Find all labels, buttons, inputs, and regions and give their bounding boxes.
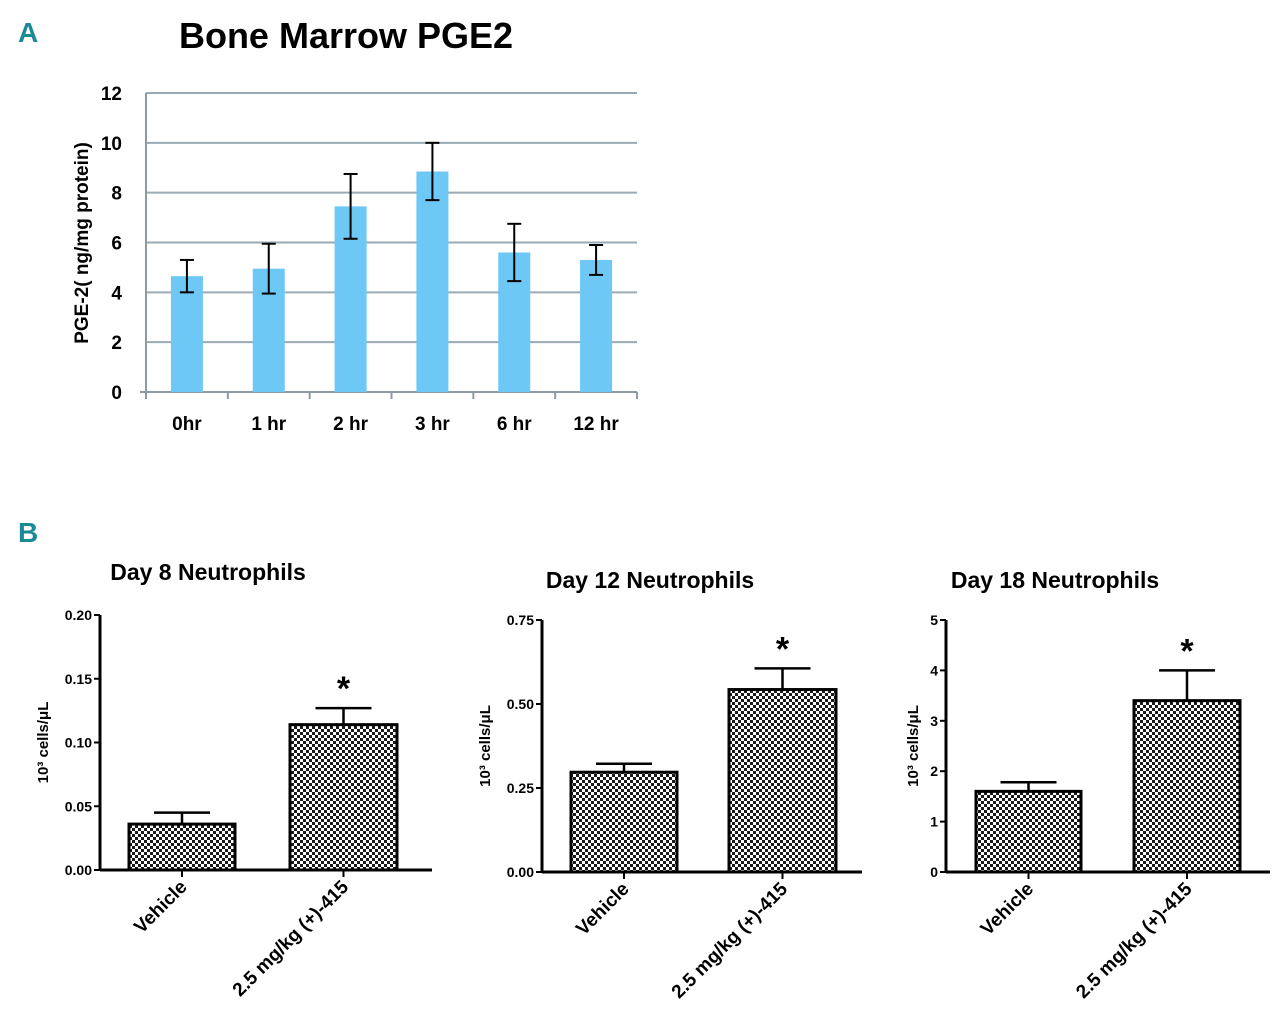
chart-b2: Day 12 Neutrophils 10³ cells/μL 0.00 0.25 0.… <box>477 567 862 1003</box>
x-tick-label: 2.5 mg/kg (+)-415 <box>229 876 354 1001</box>
significance-star: * <box>776 630 790 668</box>
y-tick-label: 3 <box>930 713 938 729</box>
bar <box>288 723 399 872</box>
y-axis-label: 10³ cells/μL <box>35 702 52 784</box>
chart-a: 0 2 4 6 8 10 12 0hr 1 hr 2 hr 3 hr 6 hr 12 hr Bone Ma… <box>72 15 638 435</box>
y-axis-label: PGE-2( ng/mg protein) <box>72 142 93 344</box>
panel-letter-b: B <box>18 517 38 548</box>
y-tick-label: 10 <box>101 134 122 155</box>
chart-title: Bone Marrow PGE2 <box>179 15 513 56</box>
y-tick-label: 2 <box>930 763 938 779</box>
x-tick-label: 2.5 mg/kg (+)-415 <box>668 878 793 1003</box>
chart-title: Day 8 Neutrophils <box>110 559 306 585</box>
y-tick-label: 0.00 <box>507 864 534 880</box>
y-tick-label: 0.50 <box>507 696 534 712</box>
x-tick-label: 3 hr <box>415 414 450 435</box>
significance-star: * <box>337 670 351 708</box>
x-tick-label: 2.5 mg/kg (+)-415 <box>1072 878 1197 1003</box>
panel-letter-a: A <box>18 17 38 48</box>
bar <box>727 688 838 874</box>
bar <box>170 276 203 392</box>
y-tick-label: 6 <box>111 234 122 255</box>
chart-title: Day 18 Neutrophils <box>951 567 1159 593</box>
significance-star: * <box>1180 632 1194 670</box>
y-tick-label: 0 <box>930 864 938 880</box>
x-tick-label: 6 hr <box>497 414 532 435</box>
y-tick-label: 0.20 <box>65 607 92 623</box>
y-tick-label: 12 <box>101 84 122 105</box>
y-axis-label: 10³ cells/μL <box>905 705 922 787</box>
y-tick-label: 1 <box>930 814 938 830</box>
y-tick-label: 4 <box>930 662 938 678</box>
x-tick-label: 0hr <box>172 414 202 435</box>
x-tick-label: Vehicle <box>130 877 191 938</box>
bar <box>1132 699 1242 874</box>
bar <box>127 822 237 872</box>
bar <box>569 770 679 874</box>
chart-b3: Day 18 Neutrophils 10³ cells/μL 0 1 2 3 4 5 Vehi… <box>905 567 1270 1003</box>
y-axis-label: 10³ cells/μL <box>477 705 494 787</box>
y-tick-label: 8 <box>111 184 122 205</box>
y-tick-label: 0.10 <box>65 735 92 751</box>
bar <box>580 259 613 392</box>
y-tick-label: 0.75 <box>507 612 534 628</box>
x-tick-label: Vehicle <box>977 879 1038 940</box>
bar <box>974 789 1083 874</box>
y-tick-label: 5 <box>930 612 938 628</box>
y-tick-label: 0.15 <box>65 671 92 687</box>
x-tick-label: 2 hr <box>333 414 368 435</box>
bar <box>416 171 449 392</box>
x-tick-label: 1 hr <box>251 414 286 435</box>
chart-title: Day 12 Neutrophils <box>546 567 754 593</box>
y-tick-label: 0.05 <box>65 798 92 814</box>
y-tick-label: 0.00 <box>65 862 92 878</box>
x-tick-label: 12 hr <box>573 414 619 435</box>
chart-b1: Day 8 Neutrophils 10³ cells/μL 0.00 0.05 0.1… <box>35 559 432 1001</box>
y-tick-label: 2 <box>111 333 122 354</box>
y-tick-label: 0.25 <box>507 780 534 796</box>
x-tick-label: Vehicle <box>572 879 633 940</box>
y-tick-label: 4 <box>111 283 122 304</box>
y-tick-label: 0 <box>111 383 122 404</box>
